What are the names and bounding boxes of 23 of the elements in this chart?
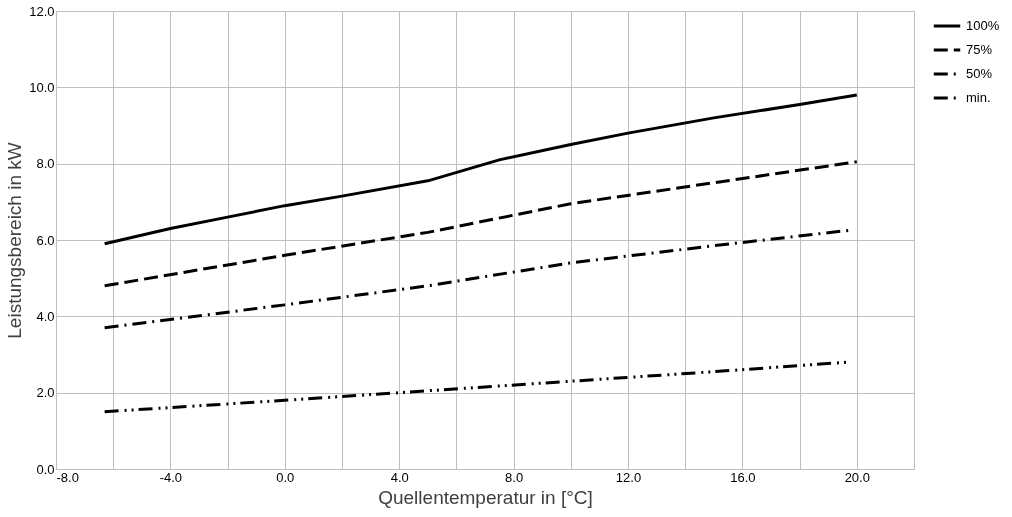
line-series [103, 93, 859, 246]
y-tick-label: 12.0 [29, 3, 55, 19]
y-tick-label: 8.0 [36, 156, 55, 172]
x-axis-title: Quellentemperatur in [°C] [378, 486, 593, 508]
x-tick-label: 12.0 [615, 469, 642, 485]
x-tick-label: 16.0 [730, 469, 756, 485]
x-tick-label: 20.0 [844, 469, 870, 485]
y-axis-title: Leistungsbereich in kW [4, 142, 26, 339]
y-tick-label: 10.0 [29, 79, 55, 95]
x-tick-label: 0.0 [276, 469, 295, 485]
x-tick-label: -4.0 [159, 469, 183, 485]
x-tick-label: 4.0 [390, 469, 409, 485]
legend-label: min. [966, 90, 991, 105]
x-tick-label: -8.0 [56, 469, 79, 485]
legend-label: 50% [966, 66, 993, 81]
line-series [103, 228, 850, 330]
y-tick-label: 4.0 [36, 308, 55, 324]
legend-label: 100% [966, 18, 1000, 33]
x-tick-label: 8.0 [505, 469, 524, 485]
y-tick-label: 6.0 [36, 232, 55, 248]
line-series [103, 160, 859, 288]
legend-label: 75% [966, 42, 993, 57]
y-tick-label: 2.0 [36, 385, 55, 401]
